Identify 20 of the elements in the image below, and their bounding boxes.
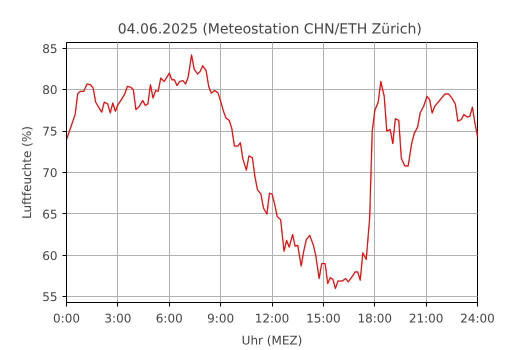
chart-title: 04.06.2025 (Meteostation CHN/ETH Zürich) [118, 22, 422, 38]
x-tick-label: 15:00 [306, 312, 341, 326]
y-tick-label: 60 [42, 248, 58, 263]
y-tick-label: 85 [42, 42, 58, 56]
x-tick-label: 3:00 [104, 312, 132, 326]
y-tick-label: 70 [42, 166, 58, 180]
y-tick-label: 55 [42, 290, 58, 304]
x-tick-label: 12:00 [254, 312, 290, 326]
line-series [66, 54, 478, 290]
x-tick-label: 24:00 [460, 312, 495, 326]
y-tick-label: 75 [42, 124, 58, 139]
x-tick-label: 21:00 [408, 312, 444, 326]
y-tick-label: 65 [42, 207, 58, 222]
y-axis-title: Luftfeuchte (%) [20, 126, 34, 219]
x-tick-label: 6:00 [156, 312, 183, 326]
y-tick-label: 80 [42, 83, 58, 98]
x-axis-title: Uhr (MEZ) [242, 334, 302, 348]
x-tick-label: 0:00 [53, 312, 80, 326]
x-tick-label: 9:00 [207, 312, 234, 326]
x-tick-label: 18:00 [357, 312, 392, 326]
